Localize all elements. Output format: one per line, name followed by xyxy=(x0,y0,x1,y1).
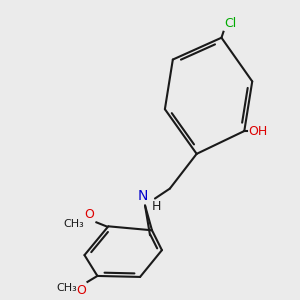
Text: H: H xyxy=(151,200,160,213)
Text: CH₃: CH₃ xyxy=(64,219,85,229)
Text: O: O xyxy=(85,208,94,221)
Text: N: N xyxy=(138,188,148,203)
Text: OH: OH xyxy=(248,124,268,137)
Text: Cl: Cl xyxy=(224,17,237,30)
Text: O: O xyxy=(76,284,86,297)
Text: CH₃: CH₃ xyxy=(57,283,77,293)
